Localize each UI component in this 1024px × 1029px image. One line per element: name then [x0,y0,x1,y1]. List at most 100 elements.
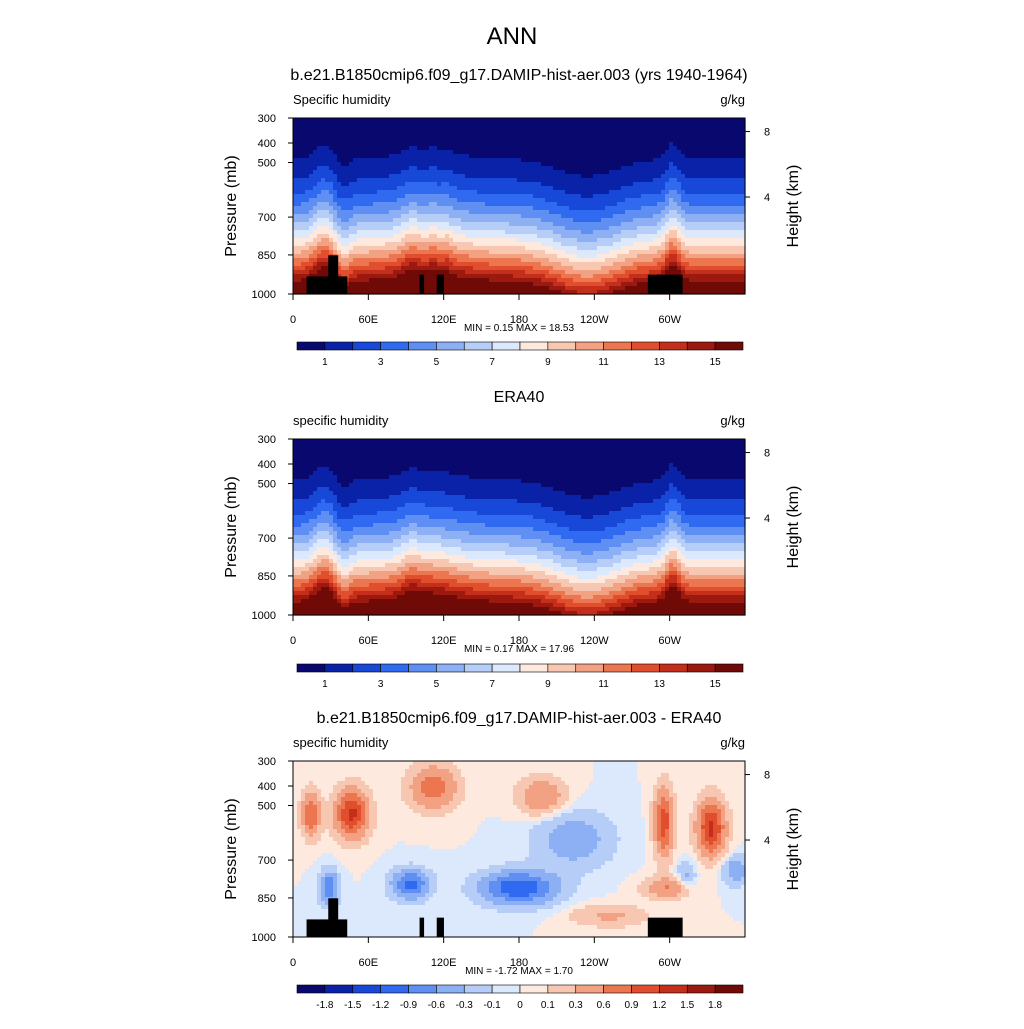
field-cell [397,202,402,207]
field-cell [381,234,386,239]
field-cell [481,186,486,191]
field-cell [625,246,630,251]
field-cell [589,154,594,159]
field-cell [461,186,466,191]
field-cell [341,234,346,239]
field-cell [305,170,310,175]
field-cell [681,254,686,259]
field-cell [441,230,446,235]
field-cell [501,250,506,255]
field-cell [569,262,574,267]
field-cell [733,170,738,175]
field-cell [581,274,586,279]
field-cell [577,170,582,175]
field-cell [729,146,734,151]
field-cell [357,154,362,159]
field-cell [373,234,378,239]
field-cell [385,246,390,251]
field-cell [661,214,666,219]
field-cell [473,198,478,203]
field-cell [433,142,438,147]
field-cell [409,186,414,191]
field-cell [589,146,594,151]
field-cell [413,274,418,279]
field-cell [377,126,382,131]
field-cell [425,122,430,127]
field-cell [433,242,438,247]
field-cell [617,178,622,183]
field-cell [597,186,602,191]
field-cell [725,182,730,187]
field-cell [509,214,514,219]
field-cell [293,234,298,239]
field-cell [293,242,298,247]
field-cell [633,182,638,187]
field-cell [453,226,458,231]
field-cell [729,230,734,235]
field-cell [433,214,438,219]
field-cell [725,190,730,195]
field-cell [341,178,346,183]
field-cell [585,126,590,131]
field-cell [597,270,602,275]
field-cell [537,274,542,279]
field-cell [497,142,502,147]
field-cell [593,210,598,215]
field-cell [305,202,310,207]
field-cell [393,154,398,159]
field-cell [417,258,422,263]
field-cell [665,138,670,143]
field-cell [489,134,494,139]
field-cell [701,170,706,175]
field-cell [453,122,458,127]
field-cell [561,278,566,283]
field-cell [605,178,610,183]
field-cell [597,234,602,239]
field-cell [477,178,482,183]
field-cell [473,194,478,199]
field-cell [513,170,518,175]
field-cell [357,222,362,227]
field-cell [325,162,330,167]
field-cell [597,202,602,207]
field-cell [425,202,430,207]
field-cell [313,150,318,155]
field-cell [421,214,426,219]
field-cell [717,254,722,259]
field-cell [293,286,298,291]
field-cell [549,150,554,155]
field-cell [301,162,306,167]
field-cell [681,226,686,231]
field-cell [321,118,326,123]
field-cell [733,154,738,159]
field-cell [601,278,606,283]
field-cell [541,234,546,239]
field-cell [669,186,674,191]
field-cell [417,174,422,179]
field-cell [461,222,466,227]
field-cell [613,130,618,135]
field-cell [369,270,374,275]
field-cell [349,286,354,291]
field-cell [701,178,706,183]
field-cell [713,134,718,139]
field-cell [701,154,706,159]
field-cell [549,178,554,183]
field-cell [509,126,514,131]
field-cell [369,186,374,191]
field-cell [605,242,610,247]
field-cell [469,182,474,187]
field-cell [425,270,430,275]
field-cell [421,190,426,195]
field-cell [445,134,450,139]
field-cell [669,262,674,267]
field-cell [517,170,522,175]
field-cell [309,186,314,191]
field-cell [461,194,466,199]
field-cell [337,162,342,167]
field-cell [397,250,402,255]
field-cell [429,134,434,139]
field-cell [425,162,430,167]
field-cell [633,122,638,127]
field-cell [477,210,482,215]
